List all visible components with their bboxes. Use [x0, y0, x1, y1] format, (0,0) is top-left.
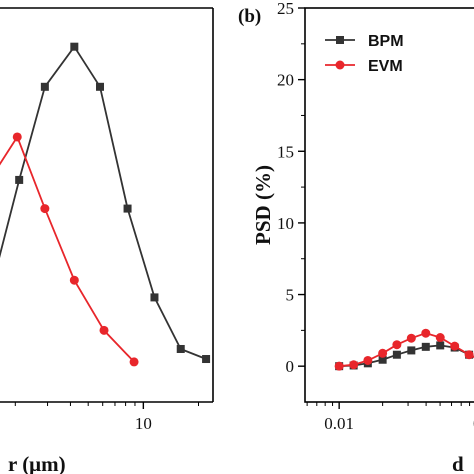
y-tick-label: 5: [286, 286, 295, 305]
point-bpm: [150, 293, 159, 302]
legend-evm-label: EVM: [368, 58, 403, 75]
point-bpm: [421, 342, 430, 351]
point-evm: [464, 350, 474, 360]
y-tick-label: 0: [286, 357, 295, 376]
point-evm: [406, 333, 416, 343]
point-evm: [378, 348, 388, 358]
y-tick-label: 20: [277, 71, 294, 90]
point-bpm: [70, 42, 79, 51]
point-evm: [12, 132, 22, 142]
point-evm: [349, 360, 359, 370]
point-bpm: [40, 82, 49, 91]
point-evm: [334, 361, 344, 371]
point-evm: [99, 325, 109, 335]
panel-b-frame: [304, 7, 474, 403]
panel-b-x-axis-title: d: [452, 452, 464, 474]
point-bpm: [15, 175, 24, 184]
point-evm: [69, 275, 79, 285]
panel-b-y-axis-title: PSD (%): [251, 165, 275, 245]
series-line-evm: [0, 134, 135, 363]
legend-bpm-label: BPM: [368, 33, 404, 50]
legend: BPM EVM: [325, 33, 404, 75]
point-bpm: [407, 346, 416, 355]
panel-b-series: [334, 328, 474, 371]
y-tick-label: 10: [277, 214, 294, 233]
panel-b-ticks: 0.01 0.1 0 5 10 15 20 25: [277, 0, 474, 433]
point-evm: [450, 341, 460, 351]
legend-evm-marker: [335, 60, 345, 70]
point-bpm: [378, 355, 387, 364]
x-tick-label: 10: [135, 414, 152, 433]
point-evm: [363, 355, 373, 365]
point-evm: [435, 333, 445, 343]
x-tick-label: 0.01: [324, 414, 354, 433]
panel-a-x-axis-title: r (μm): [8, 452, 66, 474]
point-bpm: [96, 82, 105, 91]
panel-b: (b) PSD (%) d 0.01 0.1 0 5 10 15 20 25 BPM EVM: [238, 0, 474, 474]
legend-bpm-marker: [336, 36, 344, 44]
series-layer: [334, 328, 474, 371]
point-bpm: [392, 350, 401, 359]
y-tick-label: 15: [277, 142, 294, 161]
point-bpm: [436, 341, 445, 350]
point-evm: [129, 357, 139, 367]
panel-b-label: (b): [238, 6, 261, 27]
point-bpm: [123, 204, 132, 213]
panel-a-series: [0, 42, 211, 367]
panel-a: 110 r (μm): [0, 7, 214, 474]
x-tick-label: 0.1: [473, 414, 474, 433]
point-evm: [392, 340, 402, 350]
series-layer: [0, 42, 211, 367]
y-tick-label: 25: [277, 0, 294, 18]
point-evm: [421, 328, 431, 338]
panel-a-ticks: 110: [14, 402, 199, 433]
series-line-bpm: [0, 45, 207, 360]
point-bpm: [202, 355, 211, 364]
point-evm: [40, 204, 50, 214]
point-bpm: [176, 344, 185, 353]
